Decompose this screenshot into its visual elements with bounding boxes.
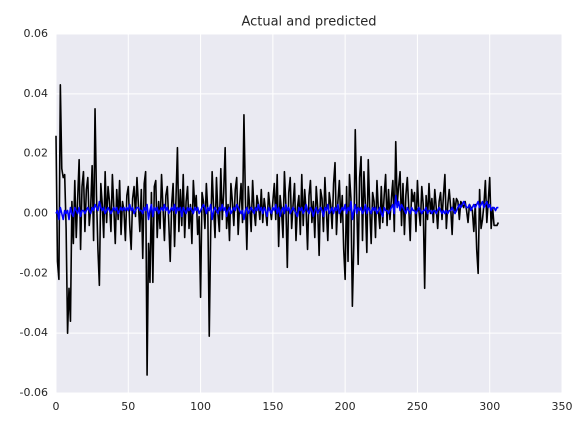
x-tick-label: 300 bbox=[479, 400, 500, 413]
x-tick-label: 350 bbox=[552, 400, 573, 413]
y-tick-label: 0.00 bbox=[24, 207, 49, 220]
y-tick-label: 0.06 bbox=[24, 27, 49, 40]
y-tick-label: 0.04 bbox=[24, 87, 49, 100]
y-tick-label: -0.02 bbox=[20, 266, 48, 279]
x-tick-label: 0 bbox=[53, 400, 60, 413]
series-line bbox=[55, 194, 499, 221]
x-tick-label: 250 bbox=[407, 400, 428, 413]
x-tick-label: 150 bbox=[262, 400, 283, 413]
x-tick-label: 100 bbox=[190, 400, 211, 413]
x-tick-label: 200 bbox=[335, 400, 356, 413]
y-tick-label: -0.04 bbox=[20, 326, 48, 339]
y-tick-label: 0.02 bbox=[24, 147, 49, 160]
x-tick-label: 50 bbox=[121, 400, 135, 413]
chart-title: Actual and predicted bbox=[241, 15, 376, 30]
y-tick-label: -0.06 bbox=[20, 386, 48, 399]
series-line bbox=[55, 84, 500, 376]
